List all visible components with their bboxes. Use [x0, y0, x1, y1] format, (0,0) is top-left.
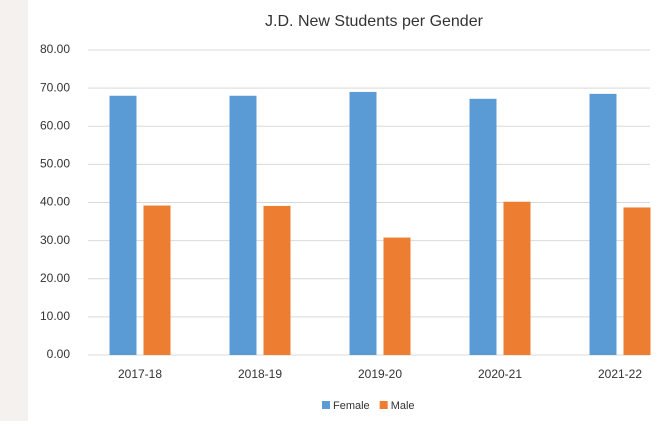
- y-tick-label: 70.00: [40, 80, 70, 94]
- side-strip: [0, 0, 28, 421]
- x-tick-label: 2018-19: [238, 367, 282, 381]
- legend-swatch: [322, 401, 330, 409]
- legend-label: Male: [391, 400, 415, 412]
- y-tick-label: 30.00: [40, 233, 70, 247]
- bar: [469, 98, 497, 356]
- legend-label: Female: [333, 400, 370, 412]
- y-tick-label: 80.00: [40, 42, 70, 56]
- y-tick-label: 10.00: [40, 309, 70, 323]
- bar: [143, 205, 171, 355]
- y-tick-label: 20.00: [40, 271, 70, 285]
- x-tick-label: 2019-20: [358, 367, 402, 381]
- bar: [109, 95, 137, 355]
- bar: [623, 207, 651, 355]
- y-tick-label: 60.00: [40, 118, 70, 132]
- bar: [383, 237, 411, 355]
- chart-title: J.D. New Students per Gender: [265, 13, 484, 30]
- bar: [589, 93, 617, 355]
- bar: [503, 201, 531, 355]
- bar: [349, 91, 377, 355]
- bar: [263, 205, 291, 355]
- bar: [229, 95, 257, 355]
- x-tick-label: 2021-22: [598, 367, 642, 381]
- legend-swatch: [379, 401, 388, 409]
- x-tick-label: 2020-21: [478, 367, 522, 381]
- y-tick-label: 50.00: [40, 157, 70, 171]
- x-tick-label: 2017-18: [118, 367, 162, 381]
- y-tick-label: 0.00: [47, 347, 71, 361]
- y-tick-label: 40.00: [40, 195, 70, 209]
